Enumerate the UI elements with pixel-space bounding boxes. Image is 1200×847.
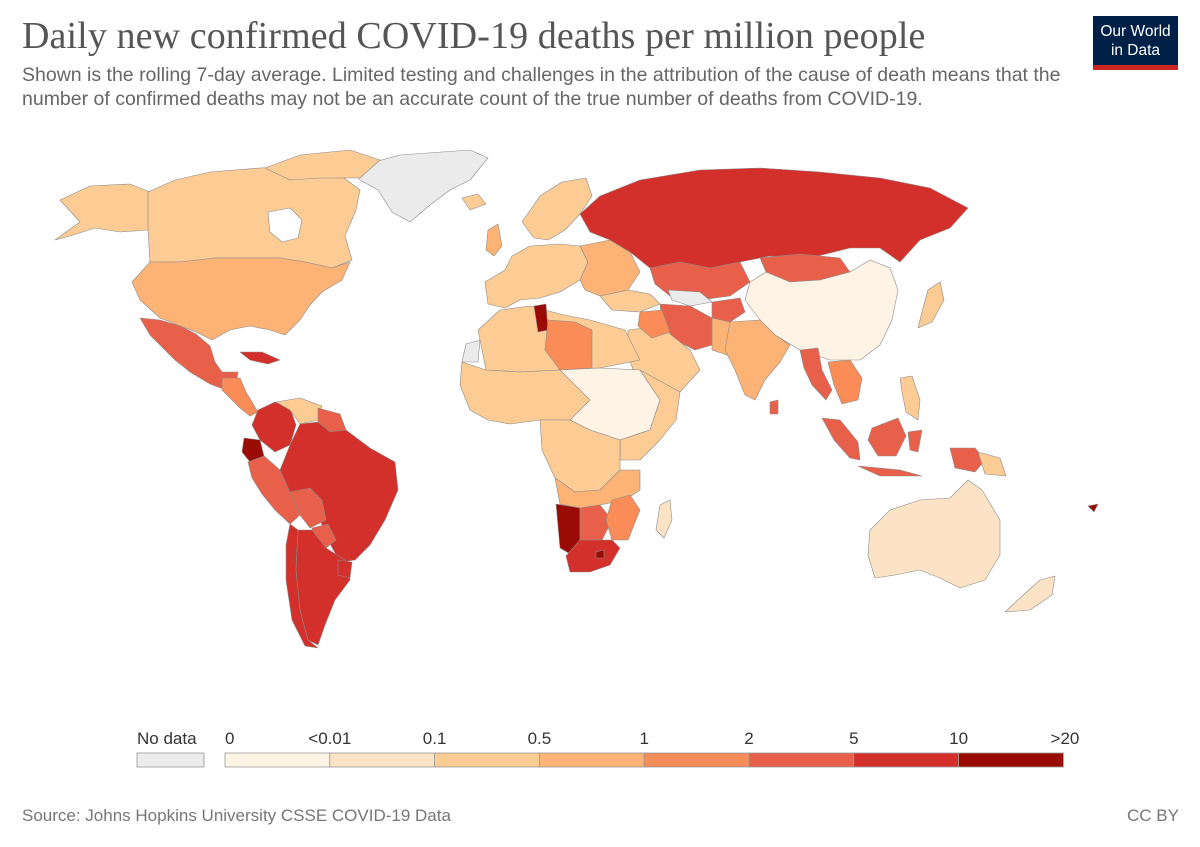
- region-lesotho[interactable]: [595, 549, 605, 559]
- region-caucasus[interactable]: [667, 289, 713, 307]
- region-sumatra[interactable]: [821, 417, 861, 461]
- logo-line-2: in Data: [1110, 42, 1161, 59]
- legend-swatch[interactable]: [539, 752, 645, 768]
- region-peru[interactable]: [247, 455, 301, 525]
- region-sri-lanka[interactable]: [769, 399, 779, 415]
- legend-threshold-label: <0.01: [308, 729, 351, 748]
- region-greenland[interactable]: [351, 149, 489, 223]
- region-japan[interactable]: [917, 281, 945, 329]
- logo-line-1: Our World: [1100, 23, 1171, 40]
- legend-swatch[interactable]: [434, 752, 540, 768]
- region-sulawesi[interactable]: [907, 429, 923, 453]
- region-western-europe[interactable]: [484, 243, 589, 309]
- region-afghanistan[interactable]: [711, 297, 746, 323]
- region-russia[interactable]: [579, 167, 969, 269]
- legend-threshold-label: 10: [949, 729, 968, 748]
- region-australia[interactable]: [867, 479, 1001, 589]
- chart-title: Daily new confirmed COVID-19 deaths per …: [22, 15, 926, 57]
- region-indochina[interactable]: [827, 359, 863, 405]
- owid-logo[interactable]: Our World in Data: [1093, 16, 1178, 70]
- region-botswana[interactable]: [579, 504, 613, 541]
- region-borneo[interactable]: [867, 417, 907, 457]
- legend-swatch[interactable]: [329, 752, 435, 768]
- region-libya[interactable]: [544, 319, 593, 371]
- license-label[interactable]: CC BY: [1127, 806, 1179, 825]
- region-uruguay[interactable]: [337, 559, 353, 579]
- legend-swatch[interactable]: [224, 752, 331, 768]
- region-new-zealand[interactable]: [1004, 575, 1056, 613]
- legend-no-data-label: No data: [137, 729, 197, 748]
- chart-subtitle: Shown is the rolling 7-day average. Limi…: [22, 64, 1061, 110]
- legend-swatch[interactable]: [853, 752, 959, 768]
- legend-swatch[interactable]: [643, 752, 750, 768]
- region-canada[interactable]: [147, 165, 361, 269]
- region-central-america[interactable]: [221, 377, 259, 417]
- region-new-guinea[interactable]: [949, 447, 986, 473]
- legend-no-data-swatch: [136, 752, 205, 768]
- legend: No data 0 <0.01 0.1 0.5 1 2 5 10 >20: [136, 729, 1080, 768]
- region-bolivia[interactable]: [289, 487, 327, 529]
- region-fiji[interactable]: [1087, 503, 1099, 513]
- region-argentina[interactable]: [295, 529, 351, 646]
- legend-swatch[interactable]: [958, 752, 1064, 768]
- region-scandinavia[interactable]: [521, 177, 593, 241]
- legend-threshold-label: 1: [639, 729, 648, 748]
- logo-accent-bar: [1093, 65, 1178, 70]
- region-philippines[interactable]: [899, 375, 921, 421]
- region-western-sahara[interactable]: [461, 339, 481, 363]
- region-usa[interactable]: [131, 257, 351, 341]
- region-mozambique[interactable]: [605, 494, 641, 541]
- region-hudson-bay: [267, 207, 303, 243]
- region-iceland[interactable]: [461, 193, 487, 211]
- world-map: [54, 149, 1099, 649]
- legend-threshold-label: 0.5: [528, 729, 552, 748]
- legend-threshold-label: 2: [744, 729, 753, 748]
- legend-threshold-label: >20: [1051, 729, 1080, 748]
- region-cuba[interactable]: [239, 351, 281, 365]
- legend-swatch[interactable]: [748, 752, 855, 768]
- legend-scale: 0 <0.01 0.1 0.5 1 2 5 10 >20: [224, 729, 1080, 768]
- region-java[interactable]: [857, 465, 923, 477]
- legend-threshold-label: 0: [225, 729, 234, 748]
- region-south-africa[interactable]: [565, 539, 621, 573]
- source-note: Source: Johns Hopkins University CSSE CO…: [22, 806, 451, 825]
- region-myanmar[interactable]: [799, 347, 833, 401]
- region-canada-islands[interactable]: [264, 149, 381, 181]
- legend-threshold-label: 0.1: [423, 729, 447, 748]
- region-uk[interactable]: [485, 223, 503, 257]
- region-iraq[interactable]: [637, 309, 671, 339]
- legend-threshold-label: 5: [849, 729, 858, 748]
- region-east-africa[interactable]: [619, 369, 681, 461]
- region-alaska[interactable]: [54, 183, 151, 241]
- region-png[interactable]: [977, 451, 1007, 477]
- region-madagascar[interactable]: [655, 499, 673, 539]
- region-india[interactable]: [724, 319, 791, 401]
